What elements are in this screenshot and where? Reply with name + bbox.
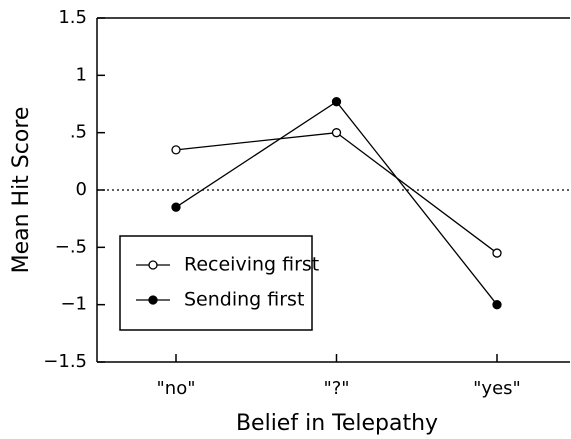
y-tick-label: −.5 [55,236,87,257]
data-point [331,128,342,138]
data-point [171,202,181,212]
x-axis-label: Belief in Telepathy [236,411,438,436]
legend-label: Receiving first [184,254,319,276]
y-tick-label: 0 [76,179,87,200]
x-tick-label: "no" [157,378,196,399]
legend-box [119,235,313,331]
data-point [331,97,342,107]
x-tick-label: "?" [323,378,349,399]
series-line [175,131,498,254]
y-tick-label: 1.5 [58,7,87,28]
legend-marker [148,260,158,270]
x-tick-label: "yes" [473,378,521,399]
data-point [171,145,181,155]
y-tick-label: .5 [70,122,87,143]
y-tick-label: 1 [76,64,87,85]
data-point [492,248,502,258]
y-tick-label: −1 [60,294,87,315]
y-tick-label: −1.5 [43,351,87,372]
legend-label: Sending first [184,289,304,311]
y-axis-label: Mean Hit Score [9,107,34,274]
data-point [492,300,502,310]
legend-marker [148,295,158,305]
